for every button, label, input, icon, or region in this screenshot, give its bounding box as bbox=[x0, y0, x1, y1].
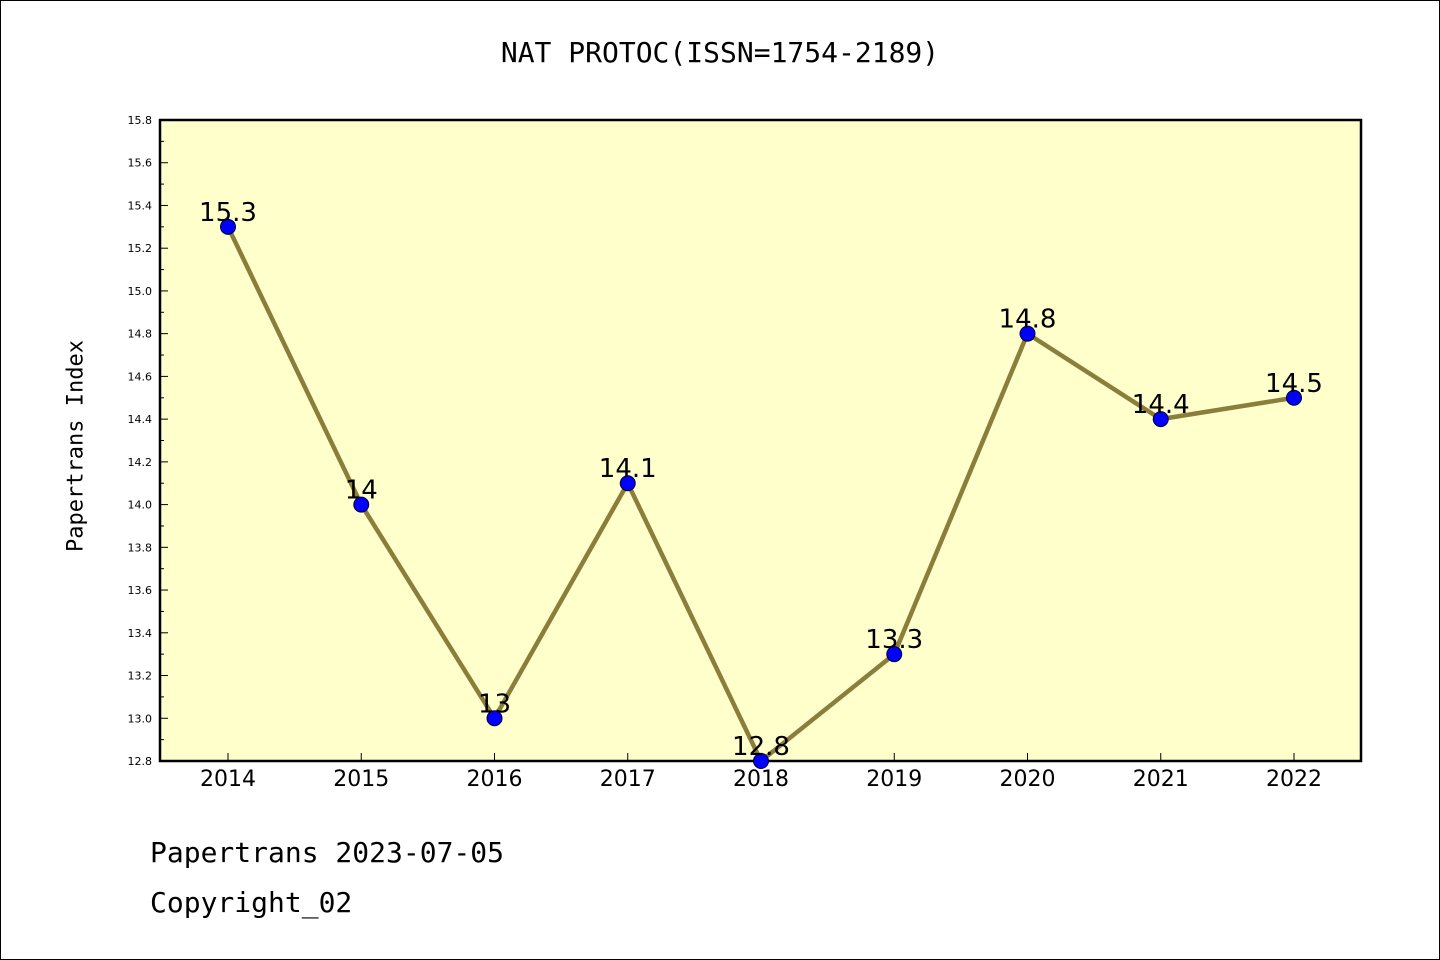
data-label: 12.8 bbox=[732, 732, 790, 762]
y-tick-label: 15.4 bbox=[128, 199, 153, 212]
x-tick-label: 2019 bbox=[866, 767, 922, 792]
data-label: 14.1 bbox=[599, 454, 657, 484]
data-point bbox=[886, 646, 903, 663]
data-point bbox=[619, 475, 636, 492]
x-tick-label: 2018 bbox=[733, 767, 789, 792]
data-label: 14.5 bbox=[1265, 369, 1323, 399]
y-tick-label: 15.0 bbox=[128, 285, 153, 298]
data-label: 13 bbox=[478, 689, 511, 719]
data-point bbox=[486, 710, 503, 727]
data-point bbox=[220, 218, 236, 235]
y-tick-label: 15.8 bbox=[128, 114, 153, 127]
x-tick-label: 2017 bbox=[600, 767, 656, 792]
y-tick-label: 12.8 bbox=[128, 755, 153, 768]
y-tick-label: 14.0 bbox=[128, 499, 153, 512]
x-tick-label: 2015 bbox=[333, 767, 389, 792]
y-tick-label: 13.2 bbox=[128, 670, 153, 683]
data-label: 14.8 bbox=[999, 305, 1057, 335]
data-point bbox=[353, 496, 370, 513]
data-label: 13.3 bbox=[865, 625, 923, 655]
y-tick-label: 13.8 bbox=[128, 541, 153, 554]
x-tick-label: 2021 bbox=[1133, 767, 1189, 792]
y-tick-label: 13.4 bbox=[128, 627, 153, 640]
plot-area bbox=[158, 118, 1363, 763]
y-tick-label: 14.4 bbox=[128, 413, 153, 426]
x-tick-label: 2020 bbox=[1000, 767, 1056, 792]
y-tick-label: 14.6 bbox=[128, 370, 153, 383]
footer-date: Papertrans 2023-07-05 bbox=[150, 836, 505, 869]
chart-title: NAT PROTOC(ISSN=1754-2189) bbox=[500, 36, 940, 69]
y-tick-label: 14.2 bbox=[128, 456, 153, 469]
data-label: 15.3 bbox=[199, 198, 257, 228]
y-tick-label: 15.6 bbox=[128, 157, 153, 170]
y-tick-label: 15.2 bbox=[128, 242, 153, 255]
x-tick-label: 2014 bbox=[200, 767, 256, 792]
data-point bbox=[1286, 389, 1302, 406]
x-tick-label: 2016 bbox=[467, 767, 523, 792]
data-point bbox=[1019, 325, 1036, 342]
data-point bbox=[753, 753, 769, 769]
data-point bbox=[1152, 411, 1169, 428]
footer-copyright: Copyright_02 bbox=[150, 886, 353, 919]
y-tick-label: 13.6 bbox=[128, 584, 153, 597]
data-label: 14 bbox=[345, 476, 378, 506]
data-label: 14.4 bbox=[1132, 390, 1190, 420]
y-tick-label: 13.0 bbox=[128, 712, 153, 725]
x-tick-label: 2022 bbox=[1266, 767, 1322, 792]
y-tick-label: 14.8 bbox=[128, 328, 153, 341]
